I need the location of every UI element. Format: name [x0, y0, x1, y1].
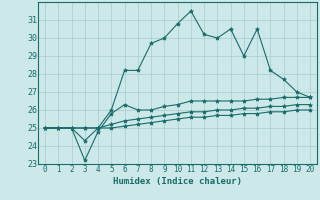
X-axis label: Humidex (Indice chaleur): Humidex (Indice chaleur)	[113, 177, 242, 186]
